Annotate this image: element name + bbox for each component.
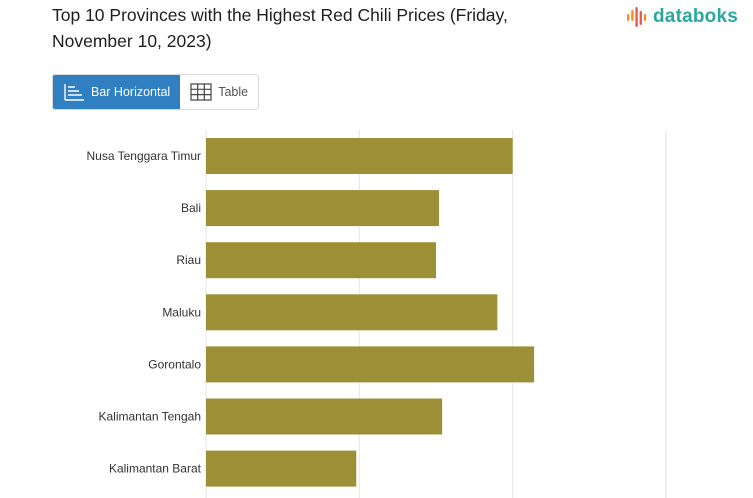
bar-5[interactable]: [206, 398, 443, 435]
table-icon: [190, 83, 212, 101]
chart-title: Top 10 Provinces with the Highest Red Ch…: [52, 5, 508, 51]
bar-1[interactable]: [206, 190, 440, 227]
category-label-3: Maluku: [162, 305, 201, 319]
bar-0[interactable]: [206, 138, 513, 174]
category-label-6: Kalimantan Barat: [109, 462, 202, 476]
logo-text: databoks: [653, 6, 739, 27]
category-labels: Nusa Tenggara Timur Bali Riau Maluku Goronta…: [86, 149, 201, 476]
bar-horizontal-label: Bar Horizontal: [91, 85, 171, 99]
category-label-4: Gorontalo: [148, 357, 201, 371]
databoks-logo[interactable]: databoks: [626, 4, 738, 30]
bar-chart-icon: [64, 84, 84, 101]
bars: [206, 138, 535, 487]
category-label-5: Kalimantan Tengah: [98, 410, 201, 424]
bar-3[interactable]: [206, 294, 498, 331]
table-label: Table: [218, 85, 249, 99]
category-label-1: Bali: [181, 201, 201, 215]
category-label-2: Riau: [176, 253, 201, 267]
bar-6[interactable]: [206, 450, 357, 487]
bar-2[interactable]: [206, 242, 436, 279]
logo-mark-icon: [627, 7, 647, 27]
view-toggle: Bar Horizontal Table: [52, 74, 260, 110]
bar-4[interactable]: [206, 346, 535, 383]
table-button[interactable]: Table: [180, 75, 259, 109]
bar-horizontal-button[interactable]: Bar Horizontal: [53, 75, 181, 109]
category-label-0: Nusa Tenggara Timur: [86, 149, 201, 163]
